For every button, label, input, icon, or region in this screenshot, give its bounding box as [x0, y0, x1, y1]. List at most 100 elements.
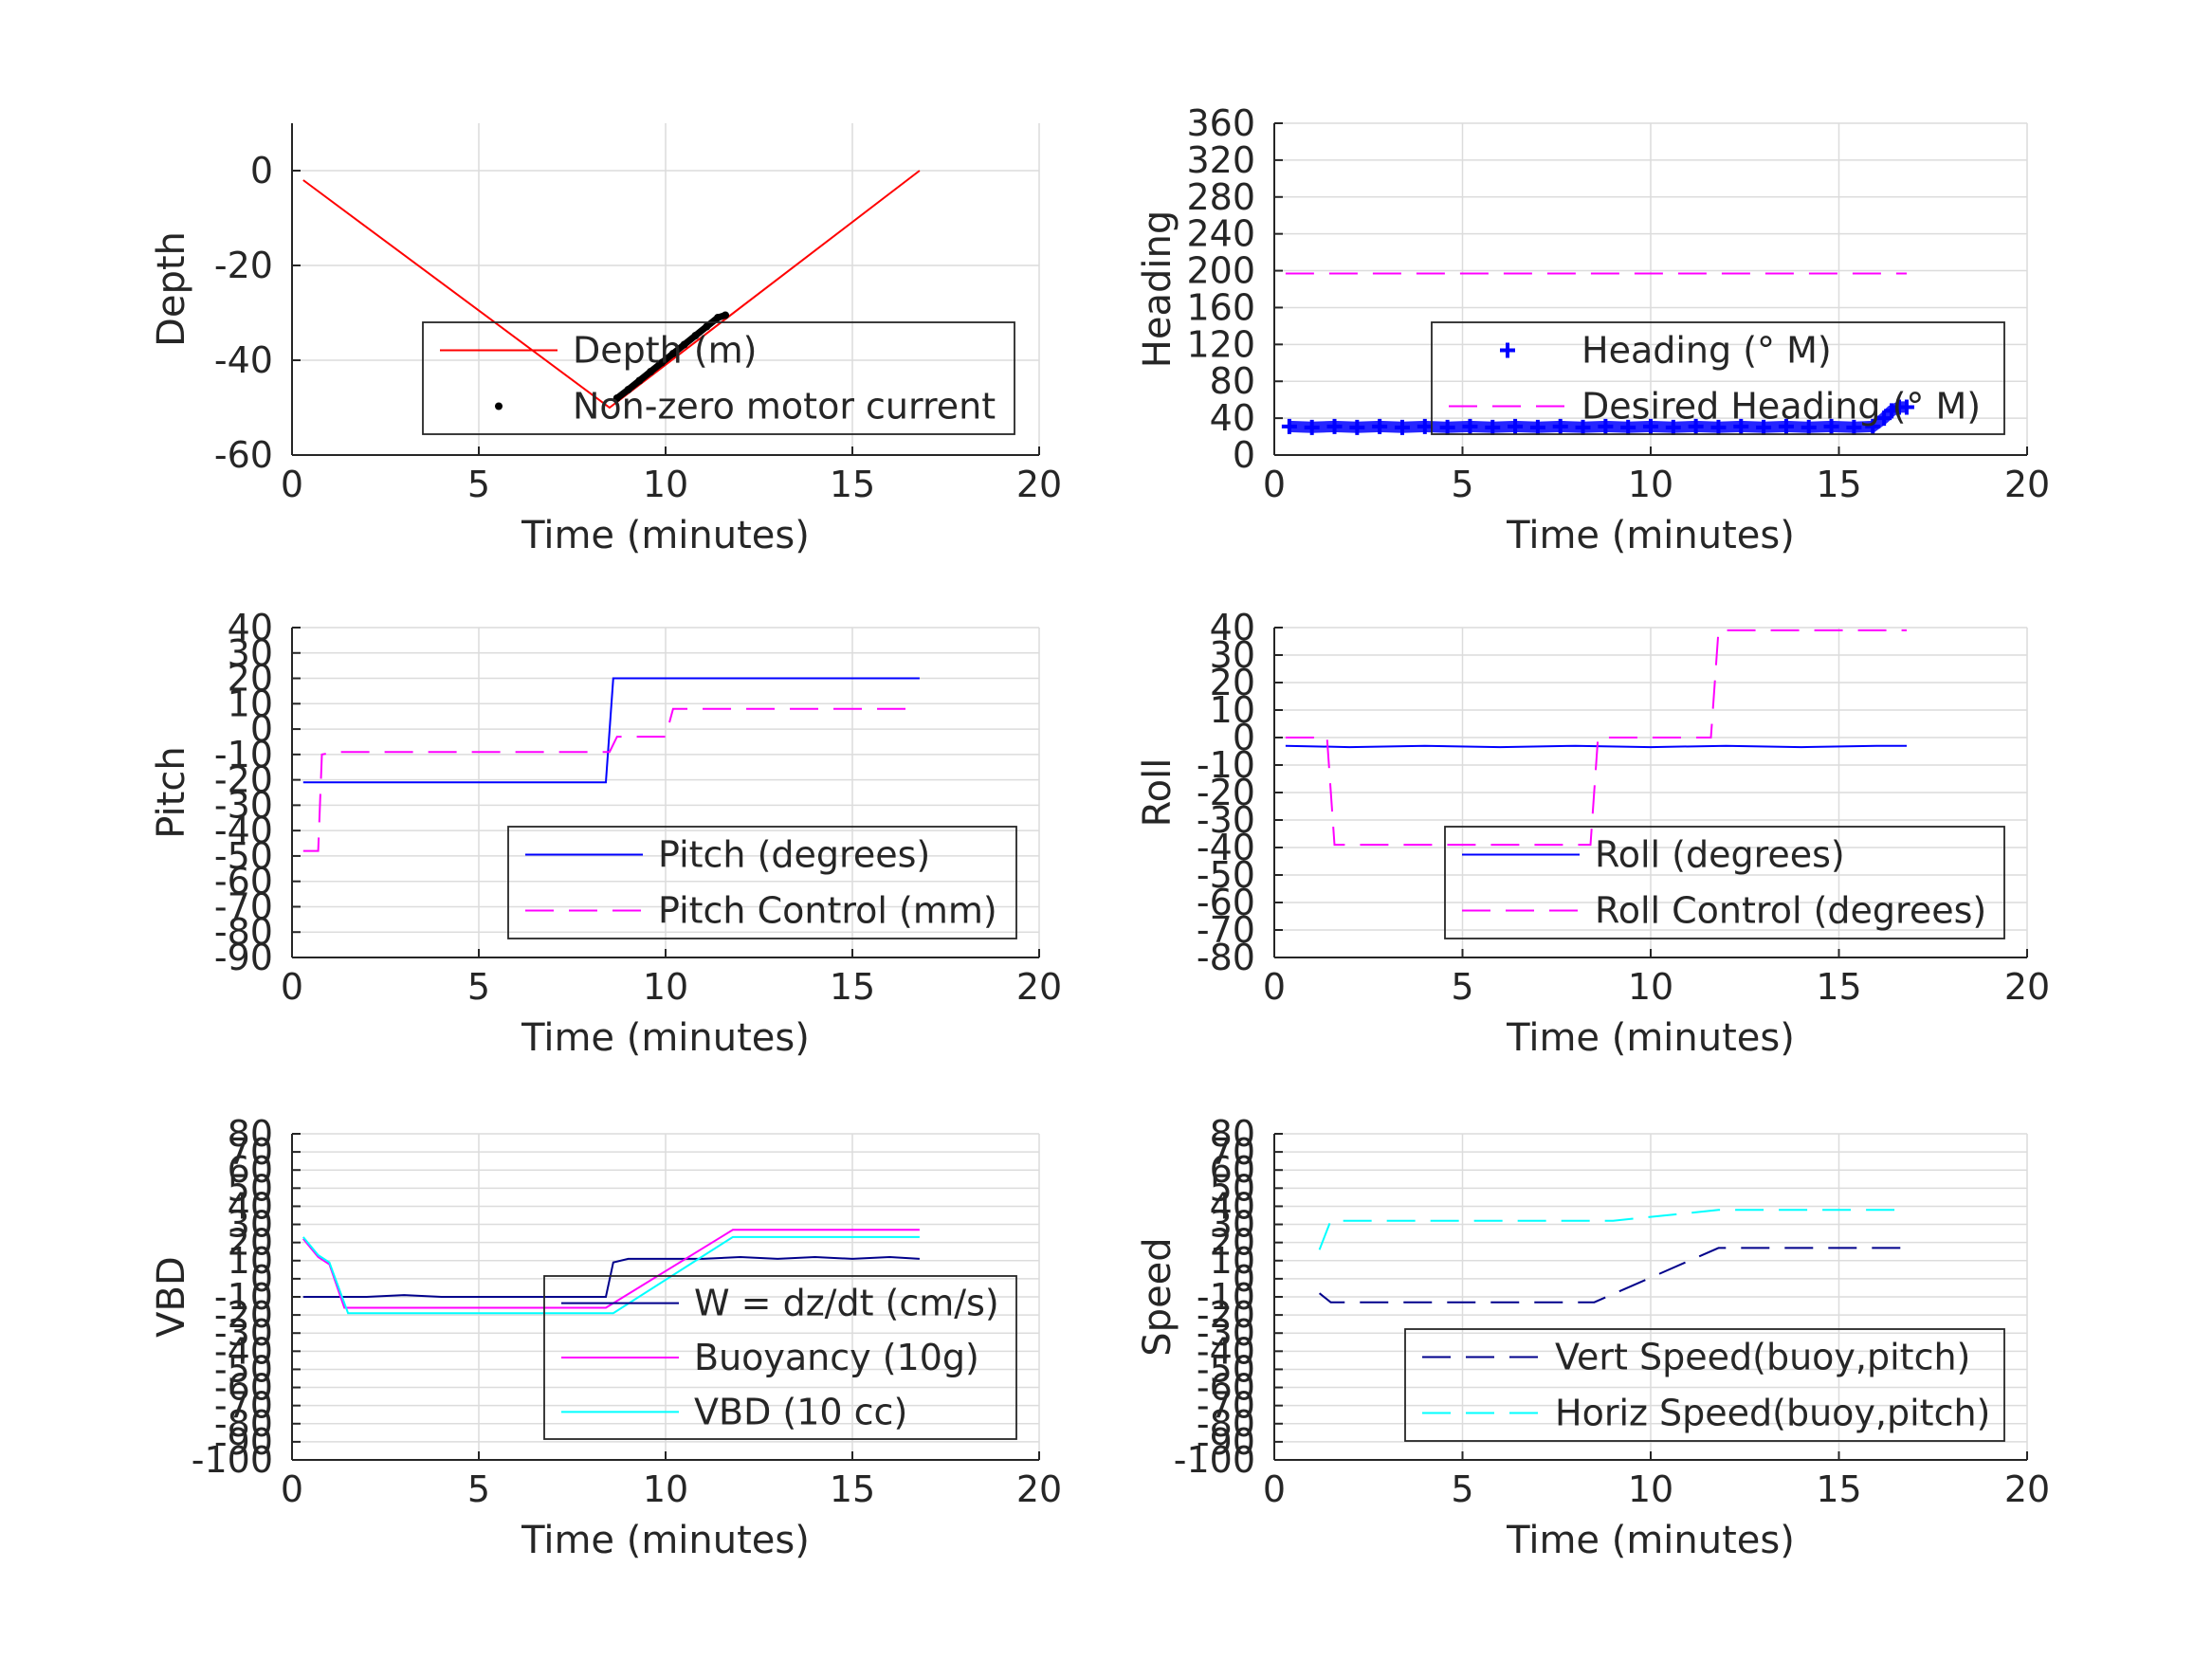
roll-x-tick-label: 10	[1628, 966, 1673, 1008]
pitch-y-tick-label: 0	[250, 708, 273, 750]
depth-x-tick-label: 10	[643, 464, 688, 505]
vbd-x-tick-label: 5	[467, 1468, 490, 1510]
speed-y-tick-label: -80	[1197, 1403, 1255, 1445]
speed-y-tick-label: 0	[1233, 1258, 1255, 1300]
pitch-y-tick-label: -90	[214, 937, 273, 978]
speed-y-tick-label: 50	[1210, 1167, 1255, 1209]
vbd-y-tick-label: -20	[214, 1294, 273, 1336]
depth-series-1-point	[680, 340, 688, 349]
roll-legend-item-0-label: Roll (degrees)	[1595, 834, 1845, 876]
depth-series-1-point	[668, 350, 677, 357]
heading-x-tick-label: 10	[1628, 464, 1673, 505]
vbd-panel: 0 5 10 15 20-100-90-80-70-60-50-40-30-20-100…	[150, 1113, 1062, 1562]
roll-y-tick-label: 30	[1210, 634, 1255, 676]
speed-y-tick-label: -20	[1197, 1294, 1255, 1336]
vbd-x-tick-label: 0	[281, 1468, 303, 1510]
heading-x-tick-label: 5	[1451, 464, 1473, 505]
heading-y-tick-label: 40	[1210, 397, 1255, 439]
vbd-y-tick-label: 30	[228, 1204, 273, 1246]
speed-x-tick-label: 5	[1451, 1468, 1473, 1510]
heading-x-tick-label: 15	[1816, 464, 1861, 505]
depth-series-1-point	[691, 332, 700, 339]
depth-series-1-point	[703, 322, 711, 331]
speed-y-axis-label: Speed	[1136, 1237, 1179, 1356]
pitch-y-tick-label: 10	[228, 683, 273, 724]
speed-y-tick-label: 20	[1210, 1222, 1255, 1264]
roll-y-tick-label: -60	[1197, 882, 1255, 923]
pitch-y-axis-label: Pitch	[150, 746, 193, 838]
speed-x-tick-label: 10	[1628, 1468, 1673, 1510]
depth-y-tick-label: 0	[250, 150, 273, 191]
depth-y-axis-label: Depth	[150, 231, 193, 347]
pitch-legend: Pitch (degrees) Pitch Control (mm)	[507, 826, 1017, 939]
roll-y-tick-label: 20	[1210, 662, 1255, 703]
heading-y-tick-label: 360	[1186, 102, 1255, 144]
vbd-legend-item-0-label: W = dz/dt (cm/s)	[694, 1283, 999, 1324]
vbd-y-tick-label: 50	[228, 1167, 273, 1209]
pitch-x-tick-label: 5	[467, 966, 490, 1008]
heading-x-axis-label: Time (minutes)	[1506, 514, 1795, 557]
speed-series-1-line	[1318, 1209, 1907, 1250]
pitch-y-tick-label: -40	[214, 810, 273, 851]
roll-x-tick-label: 0	[1263, 966, 1286, 1008]
speed-y-tick-label: 60	[1210, 1149, 1255, 1191]
speed-x-axis-label: Time (minutes)	[1506, 1519, 1795, 1562]
speed-legend-item-1-label: Horiz Speed(buoy,pitch)	[1555, 1393, 1990, 1434]
vbd-x-tick-label: 15	[830, 1468, 875, 1510]
depth-series-1-point	[647, 368, 655, 375]
roll-legend: Roll (degrees) Roll Control (degrees)	[1444, 826, 2005, 939]
vbd-y-tick-label: 70	[228, 1131, 273, 1173]
speed-y-tick-label: -30	[1197, 1312, 1255, 1354]
vbd-y-tick-label: -70	[214, 1385, 273, 1427]
pitch-legend-item-1-label: Pitch Control (mm)	[658, 890, 997, 932]
roll-legend-box	[1444, 826, 2005, 939]
vbd-y-tick-label: -30	[214, 1312, 273, 1354]
depth-legend-item-1-label: Non-zero motor current	[573, 386, 996, 428]
speed-legend: Vert Speed(buoy,pitch) Horiz Speed(buoy,p…	[1404, 1328, 2005, 1442]
heading-y-tick-label: 280	[1186, 176, 1255, 218]
roll-legend-item-1-label: Roll Control (degrees)	[1595, 890, 1986, 932]
roll-y-tick-label: -20	[1197, 772, 1255, 813]
depth-x-tick-label: 15	[830, 464, 875, 505]
speed-y-tick-label: 80	[1210, 1113, 1255, 1155]
depth-y-tick-label: -20	[214, 245, 273, 286]
vbd-legend-item-1-label: Buoyancy (10g)	[694, 1337, 979, 1378]
vbd-y-tick-label: 10	[228, 1240, 273, 1282]
roll-panel: 0 5 10 15 20-80-70-60-50-40-30-20-1001020304…	[1136, 607, 2050, 1060]
roll-y-tick-label: 10	[1210, 689, 1255, 731]
roll-series-0-line	[1285, 744, 1907, 749]
depth-y-tick-label: -60	[214, 434, 273, 476]
speed-y-tick-label: -50	[1197, 1348, 1255, 1390]
speed-y-tick-label: 40	[1210, 1185, 1255, 1227]
depth-x-tick-label: 5	[467, 464, 490, 505]
vbd-y-tick-label: -40	[214, 1330, 273, 1372]
vbd-legend: W = dz/dt (cm/s) Buoyancy (10g) VBD (10 cc…	[543, 1275, 1017, 1440]
speed-y-tick-label: -100	[1174, 1439, 1255, 1481]
pitch-y-tick-label: -60	[214, 861, 273, 902]
depth-series-1-point	[624, 386, 632, 393]
depth-legend-item-1-swatch	[495, 402, 503, 410]
pitch-x-tick-label: 10	[643, 966, 688, 1008]
speed-x-tick-label: 20	[2004, 1468, 2050, 1510]
depth-series-1-point	[658, 358, 667, 367]
roll-y-tick-label: -10	[1197, 744, 1255, 786]
depth-legend-box	[422, 321, 1015, 435]
speed-y-tick-label: -60	[1197, 1367, 1255, 1409]
vbd-x-tick-label: 20	[1016, 1468, 1062, 1510]
pitch-y-tick-label: 30	[228, 632, 273, 674]
pitch-series-1-line	[302, 707, 920, 852]
roll-y-tick-label: -40	[1197, 827, 1255, 868]
heading-y-tick-label: 200	[1186, 250, 1255, 292]
depth-series-1-point	[635, 376, 644, 385]
heading-x-tick-label: 20	[2004, 464, 2050, 505]
speed-y-tick-label: -70	[1197, 1385, 1255, 1427]
pitch-legend-box	[507, 826, 1017, 939]
vbd-legend-box	[543, 1275, 1017, 1440]
pitch-x-tick-label: 20	[1016, 966, 1062, 1008]
heading-y-tick-label: 240	[1186, 213, 1255, 255]
pitch-panel: 0 5 10 15 20-90-80-70-60-50-40-30-20-1001020…	[150, 607, 1062, 1060]
roll-series-1-line	[1285, 629, 1907, 847]
depth-panel: 0 5 10 15 20 -60 -40 -20 0 Time (minutes) Depth Dep…	[150, 123, 1062, 557]
pitch-y-tick-label: -70	[214, 885, 273, 927]
